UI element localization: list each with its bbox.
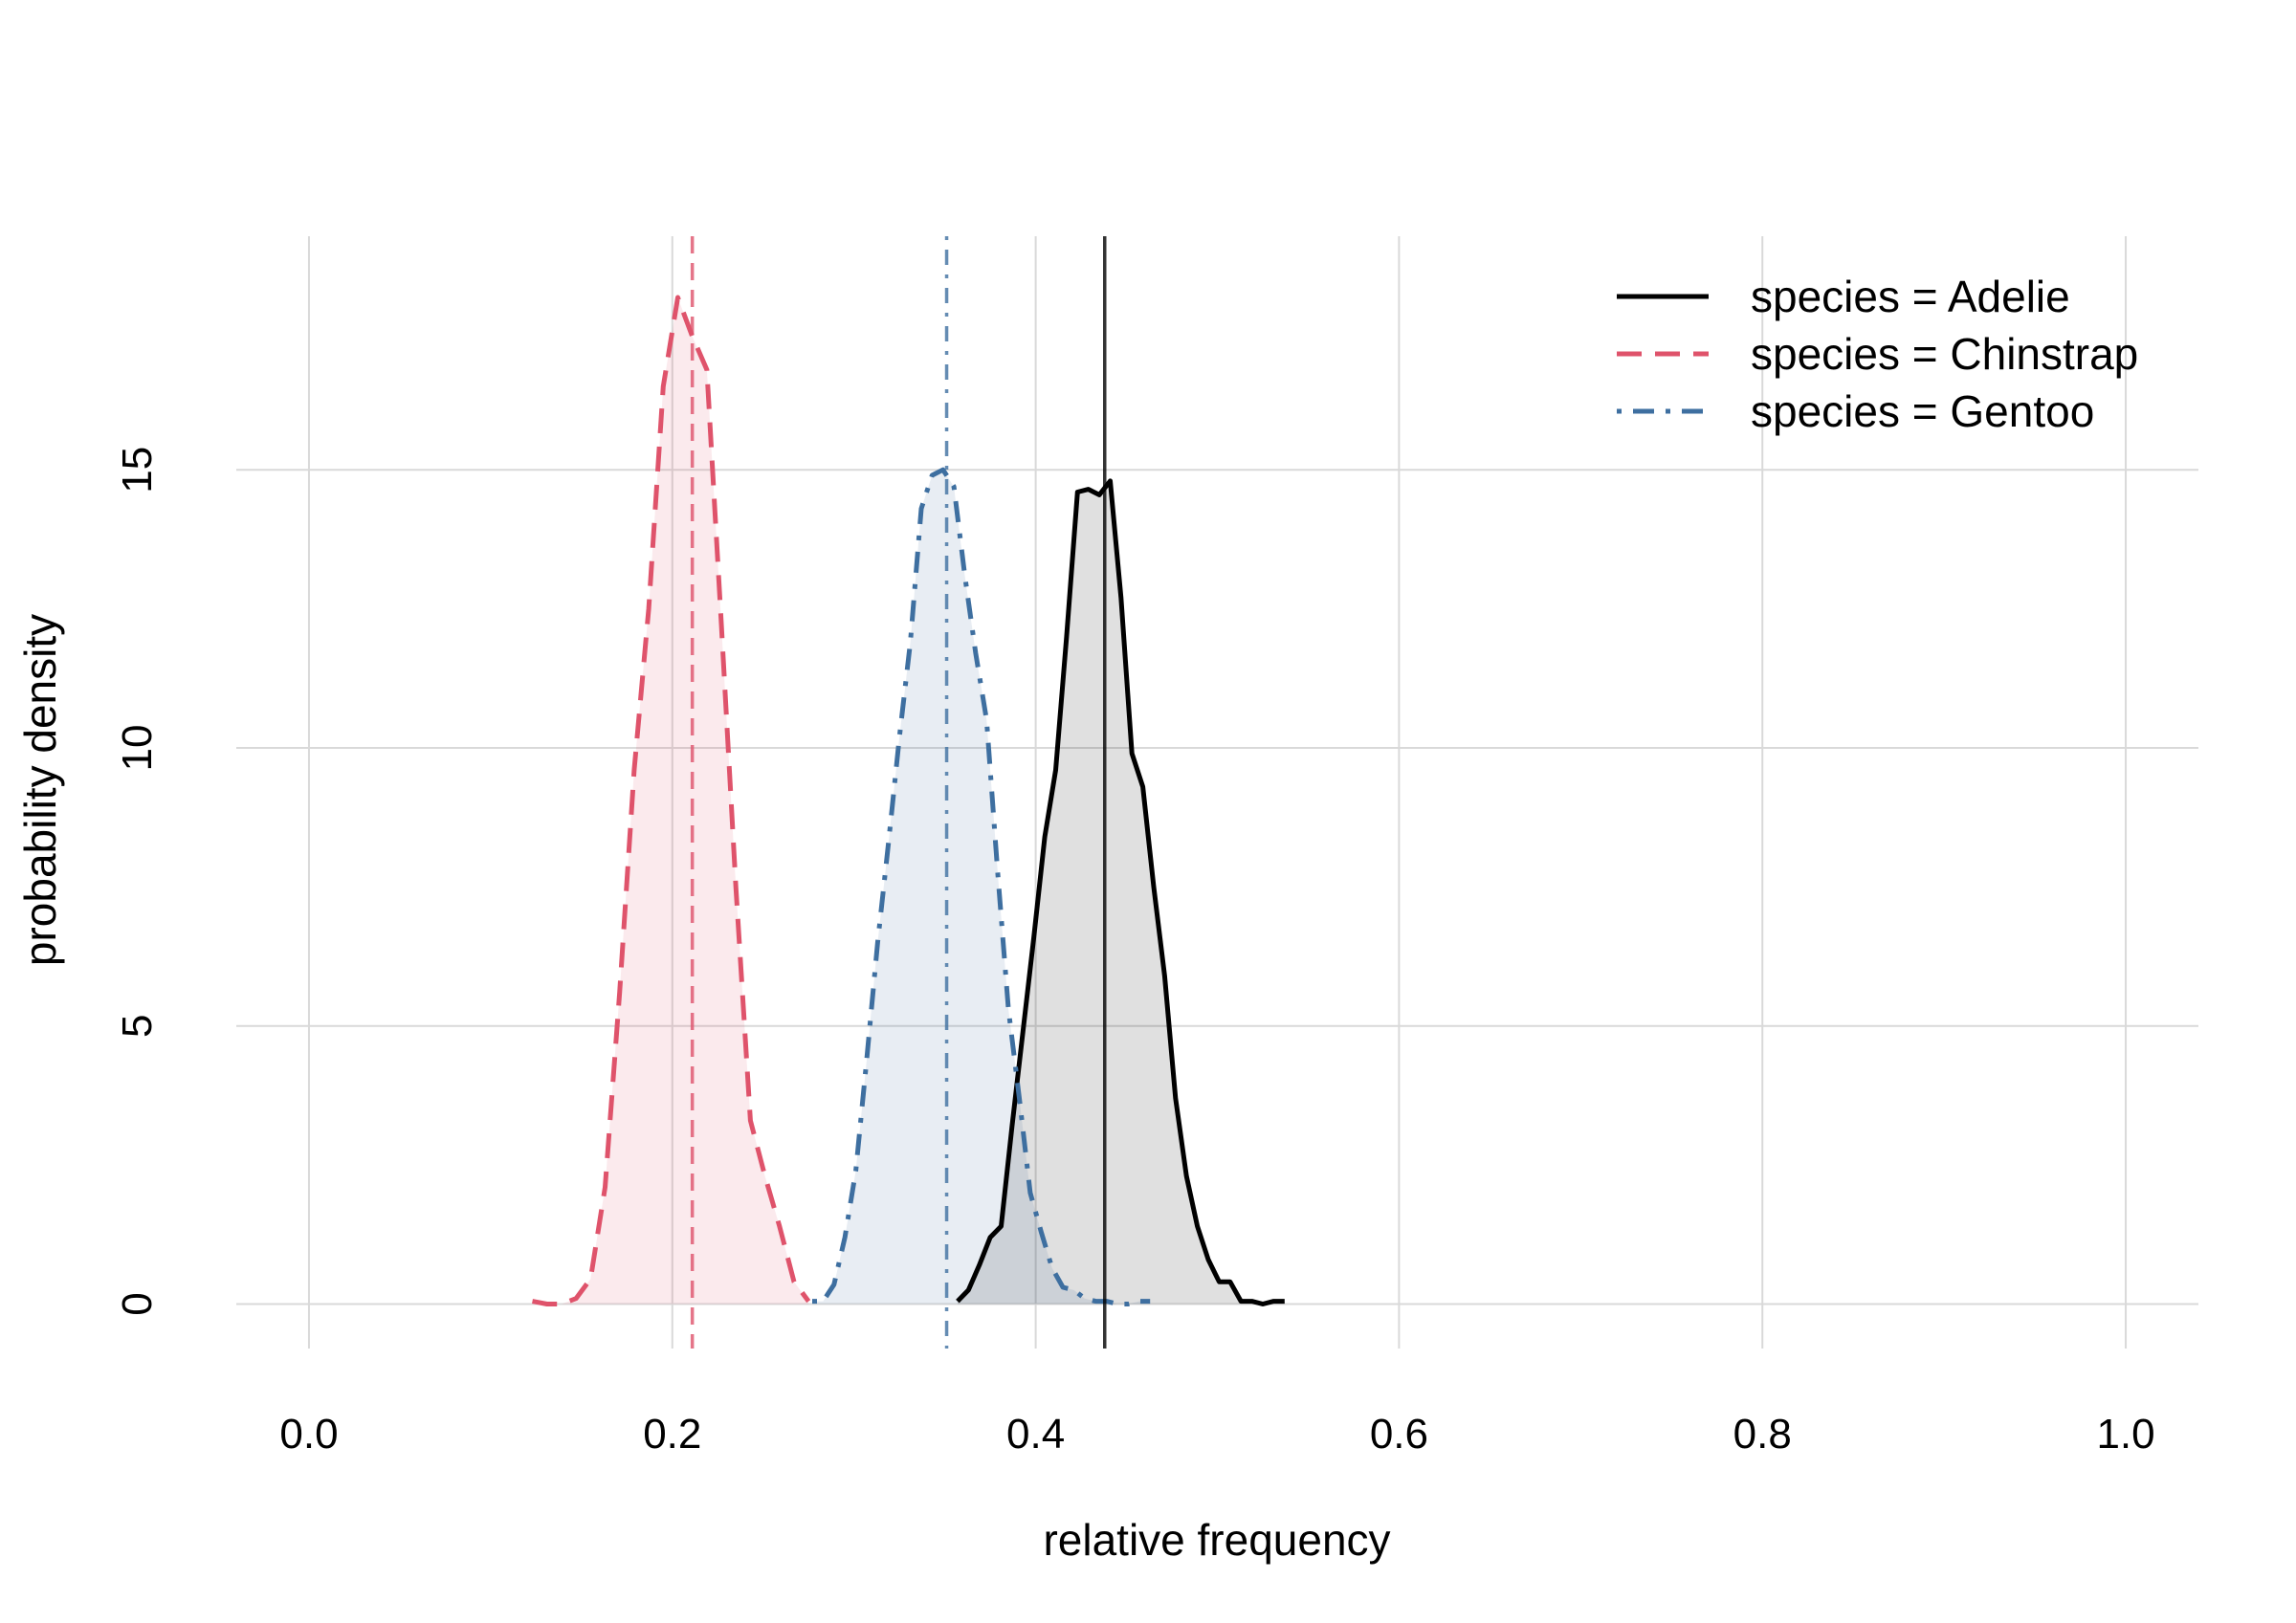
y-axis-title: probability density [15,614,65,966]
x-tick-label: 0.2 [643,1411,701,1458]
density-lines [532,295,1285,1306]
density-fills [532,297,1285,1305]
axis-titles: relative frequency probability density [15,614,1391,1565]
x-tick-label: 0.6 [1370,1411,1428,1458]
x-tick-label: 0.0 [279,1411,338,1458]
tick-labels: 0.0 0.2 0.4 0.6 0.8 1.0 0 5 10 15 [114,447,2155,1458]
y-tick-label: 0 [114,1292,161,1315]
mean-lines [690,236,1107,1349]
legend-label-2: species = Chinstrap [1751,329,2138,379]
y-tick-label: 10 [114,725,161,772]
legend: species = Adelie species = Chinstrap speci… [1617,272,2138,436]
density-fill-2 [532,297,809,1305]
legend-label-3: species = Gentoo [1751,386,2094,436]
x-tick-label: 1.0 [2096,1411,2154,1458]
density-line-2 [532,295,811,1306]
density-fill-3 [812,470,1151,1305]
y-tick-label: 15 [114,447,161,493]
grid [236,236,2198,1349]
x-tick-label: 0.4 [1006,1411,1065,1458]
y-tick-label: 5 [114,1014,161,1037]
density-fill-1 [957,480,1285,1305]
x-tick-label: 0.8 [1733,1411,1792,1458]
x-axis-title: relative frequency [1043,1515,1390,1565]
legend-label-1: species = Adelie [1751,272,2070,321]
density-line-3 [812,467,1151,1306]
density-line-1 [956,478,1285,1306]
